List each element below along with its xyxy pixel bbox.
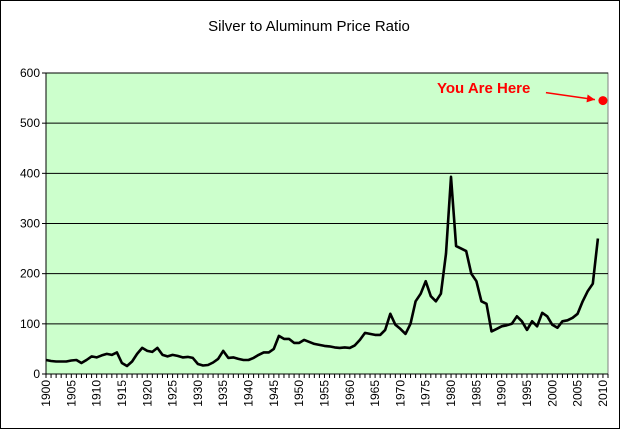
y-tick-label: 200 bbox=[20, 267, 40, 281]
x-tick-label: 1940 bbox=[242, 380, 256, 407]
x-tick-label: 1955 bbox=[317, 380, 331, 407]
x-tick-label: 1985 bbox=[469, 380, 483, 407]
x-tick-label: 2010 bbox=[596, 380, 610, 407]
series-line bbox=[45, 175, 600, 368]
y-tick-label: 300 bbox=[20, 217, 40, 231]
annotation-arrowhead bbox=[586, 94, 595, 103]
x-tick-label: 1995 bbox=[520, 380, 534, 407]
x-tick-label: 1945 bbox=[267, 380, 281, 407]
x-tick-label: 1960 bbox=[343, 380, 357, 407]
x-axis: 1900 1905 1910 1915 1920 1925 1930 1935 1940 1945… bbox=[39, 374, 610, 407]
x-tick-label: 1950 bbox=[292, 380, 306, 407]
y-tick-label: 600 bbox=[20, 66, 40, 80]
x-tick-label: 1925 bbox=[166, 380, 180, 407]
x-tick-label: 1975 bbox=[419, 380, 433, 407]
x-tick-label: 1930 bbox=[191, 380, 205, 407]
gridlines bbox=[46, 72, 608, 325]
x-tick-label: 1900 bbox=[39, 380, 53, 407]
y-tick-label: 100 bbox=[20, 317, 40, 331]
annotation-arrow bbox=[545, 91, 596, 101]
chart-title: Silver to Aluminum Price Ratio bbox=[208, 18, 410, 35]
x-tick-label: 1965 bbox=[368, 380, 382, 407]
x-tick-label: 1935 bbox=[216, 380, 230, 407]
you-are-here-label: You Are Here bbox=[437, 80, 530, 97]
x-tick-label: 2005 bbox=[571, 380, 585, 407]
y-axis: 0 100 200 300 400 500 600 bbox=[20, 66, 608, 381]
x-tick-label: 2000 bbox=[545, 380, 559, 407]
y-tick-label: 400 bbox=[20, 166, 40, 180]
x-tick-label: 1970 bbox=[393, 380, 407, 407]
y-tick-label: 0 bbox=[33, 367, 40, 381]
x-tick-label: 1915 bbox=[115, 380, 129, 407]
y-tick-label: 500 bbox=[20, 116, 40, 130]
x-tick-label: 1990 bbox=[495, 380, 509, 407]
x-tick-label: 1910 bbox=[90, 380, 104, 407]
x-tick-label: 1920 bbox=[140, 380, 154, 407]
you-are-here-marker bbox=[598, 96, 608, 106]
x-tick-label: 1980 bbox=[444, 380, 458, 407]
x-tick-label: 1905 bbox=[64, 380, 78, 407]
